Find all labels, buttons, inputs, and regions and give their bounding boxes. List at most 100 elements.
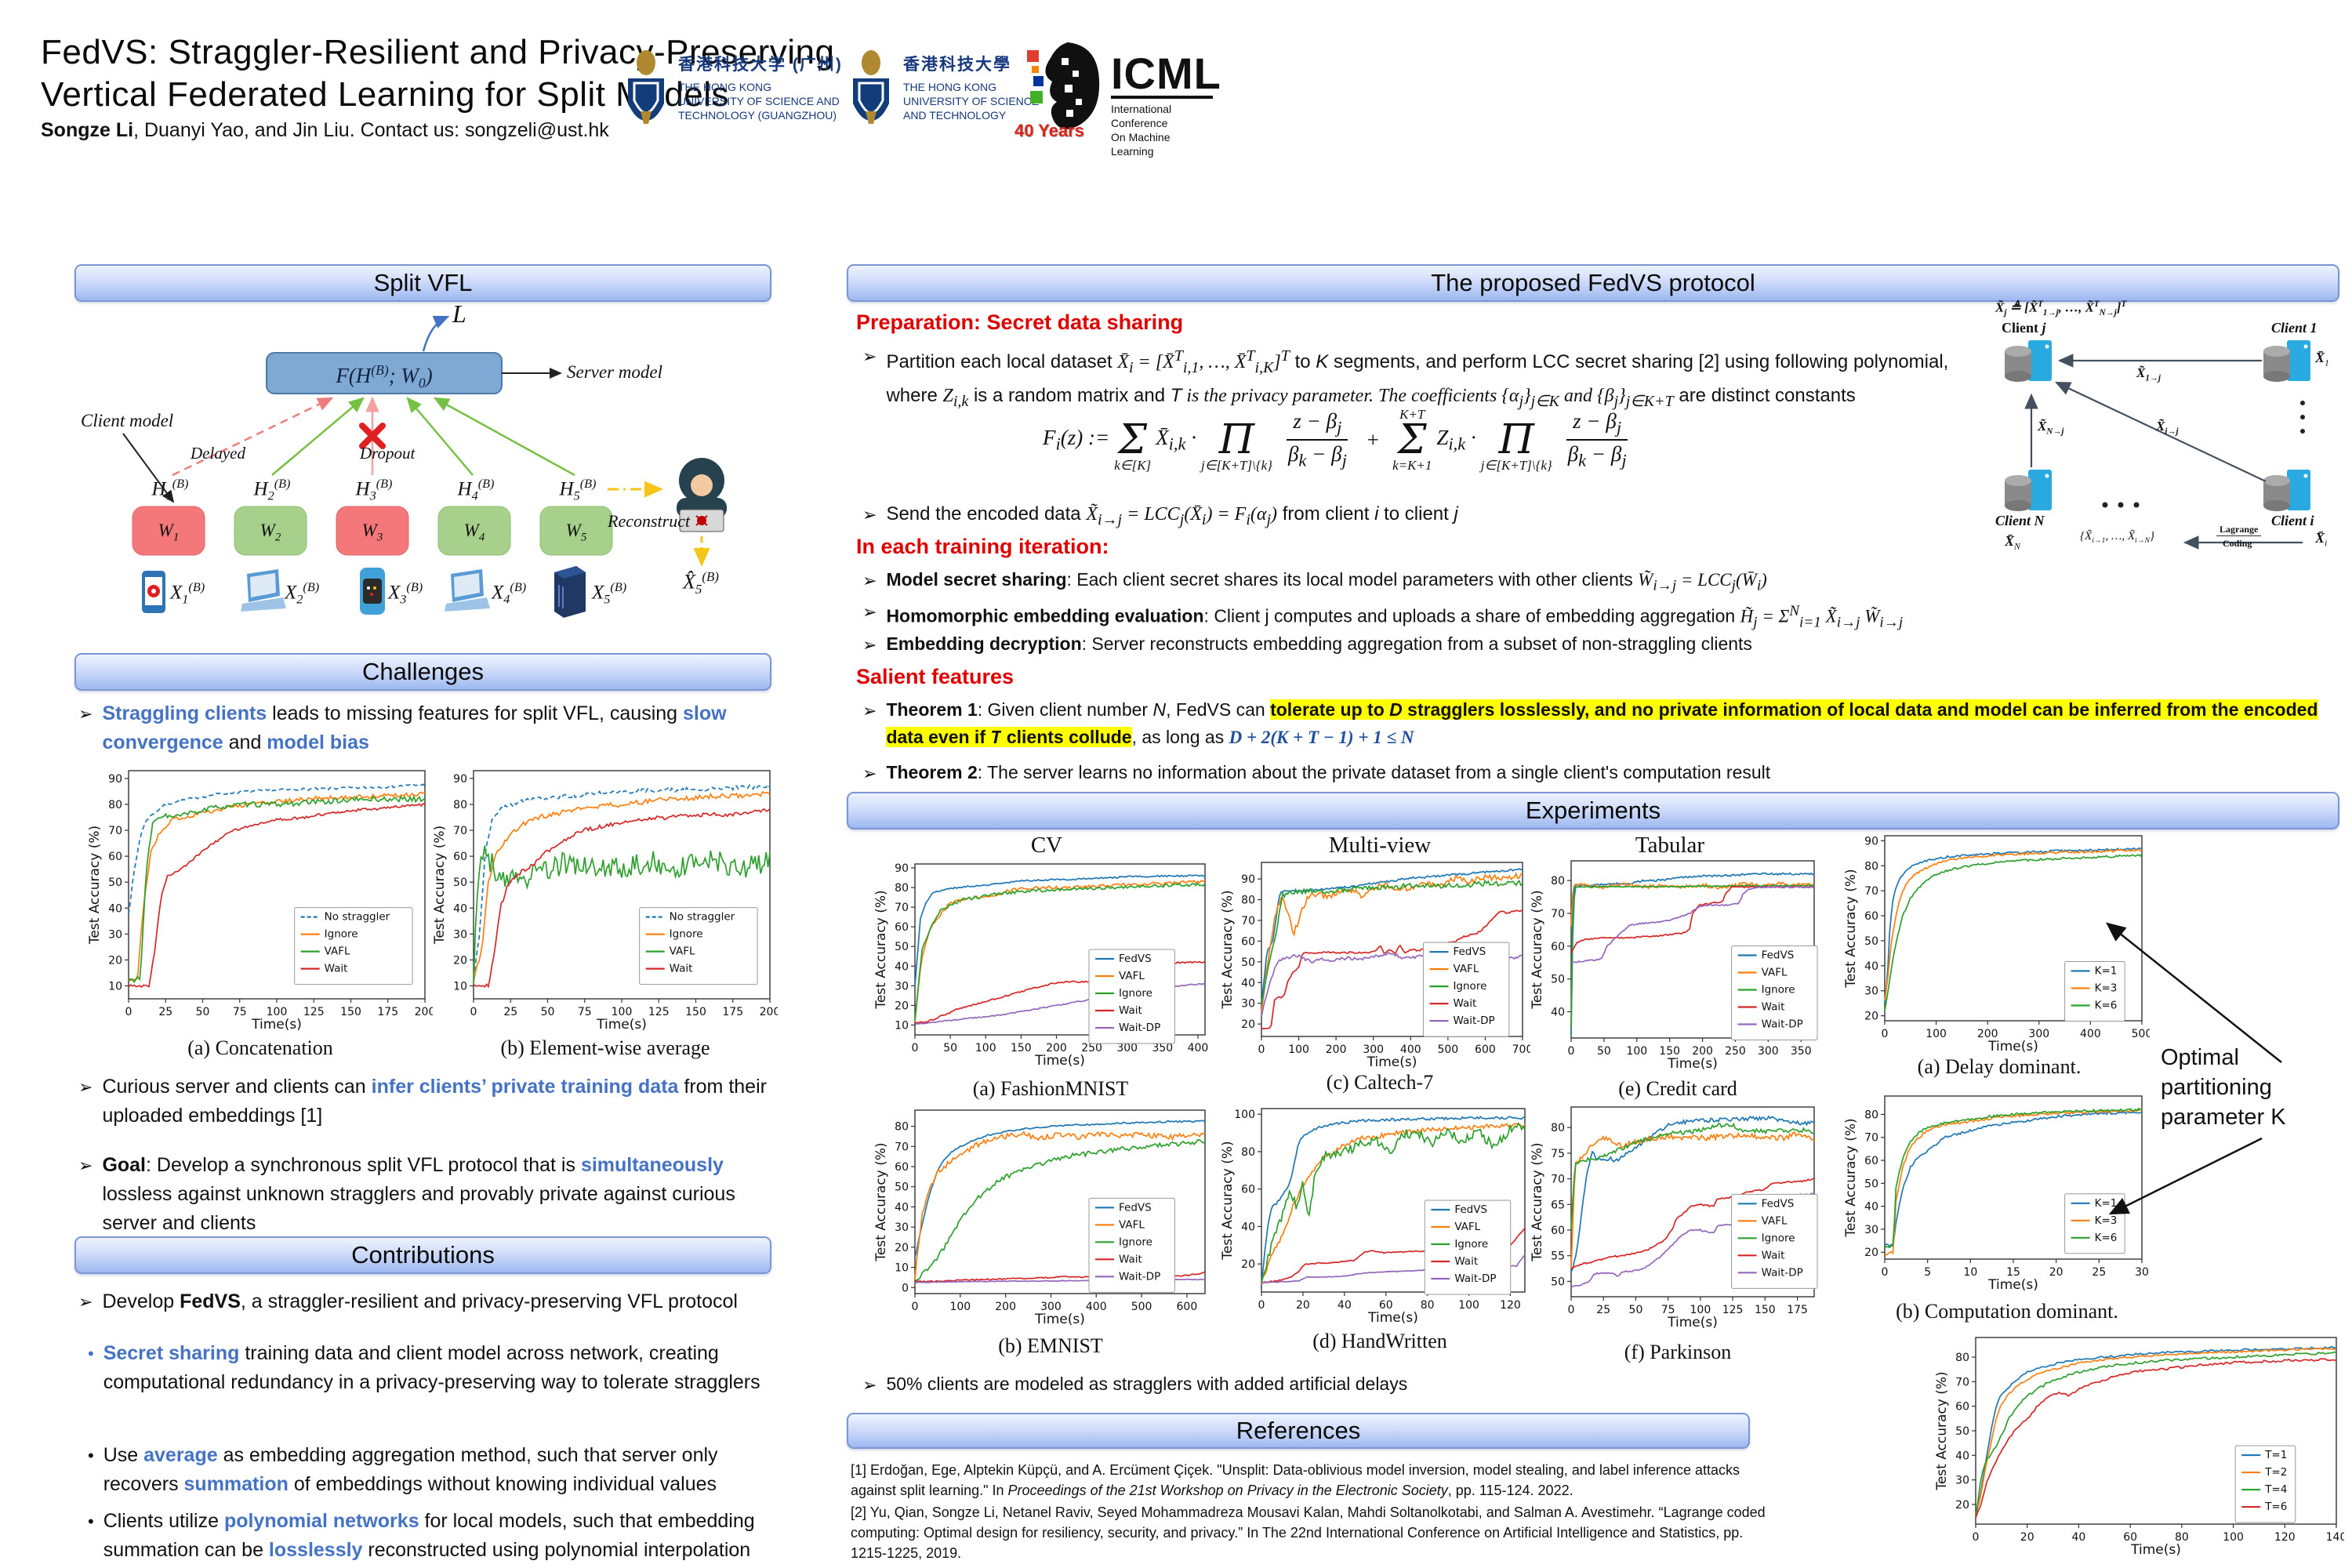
caption-concatenation: (a) Concatenation [187,1036,333,1059]
svg-text:70: 70 [1551,1174,1565,1186]
iter-bullet-decryption-text: Embedding decryption: Server reconstruct… [886,633,1752,654]
svg-text:60: 60 [1551,941,1565,953]
hkust-gz-logo: 香港科技大学 (广州) THE HONG KONG UNIVERSITY OF … [623,49,843,135]
series-T=1 [1975,1345,2337,1516]
series-FedVS [914,874,1206,986]
client-model-box-w5 [539,506,613,556]
svg-text:60: 60 [1241,1184,1255,1196]
svg-text:90: 90 [895,862,909,875]
w2-label: W2 [260,521,281,544]
contrib-bullet-polynomial-text: Clients utilize polynomial networks for … [103,1510,755,1561]
arrow-bullet-icon: ➢ [862,505,877,524]
svg-text:700: 700 [1512,1044,1530,1056]
svg-text:80: 80 [1241,895,1255,907]
arrow-bullet-icon: ➢ [78,704,93,724]
svg-text:200: 200 [415,1006,433,1018]
legend-label-K=6: K=6 [2095,999,2118,1011]
legend-label-FedVS: FedVS [1119,953,1152,965]
embedding-label-h1: H1(B) [151,477,189,503]
svg-text:140: 140 [2326,1531,2344,1544]
svg-text:60: 60 [108,851,122,863]
y-axis-label: Test Accuracy (%) [874,890,889,1009]
legend-label-Wait: Wait [1119,1004,1142,1017]
svg-text:0: 0 [1973,1531,1980,1544]
laptop-icon-2 [241,569,286,612]
legend-box [1731,945,1818,1040]
legend-label-No straggler: No straggler [670,911,735,924]
svg-text:40: 40 [1864,1201,1878,1214]
icml-brain-icon [1027,42,1100,129]
annotation-arrows [2106,922,2282,1215]
caption-handwritten: (d) HandWritten [1312,1330,1447,1352]
y-axis-label: Test Accuracy (%) [1844,1118,1859,1237]
svg-text:200: 200 [995,1301,1016,1313]
series-Ignore [1261,1122,1526,1283]
contrib-bullet-average: • Use average as embedding aggregation m… [88,1441,793,1499]
y-axis-label: Test Accuracy (%) [1221,890,1236,1009]
series-T=2 [1975,1347,2336,1517]
y-axis-label: Test Accuracy (%) [1844,869,1859,988]
client-model-label: Client model [81,411,174,430]
plot-frame [1261,862,1523,1037]
x-axis-label: Time(s) [2130,1542,2181,1558]
chart-emnist-svg: 0 100 200 300 400 500 600 0 10 20 30 40 50 60 70 80 Time… [873,1109,1206,1327]
svg-text:80: 80 [1864,860,1878,873]
svg-text:400: 400 [2080,1028,2101,1040]
svg-text:40: 40 [895,960,909,973]
svg-text:40: 40 [1338,1299,1352,1312]
iter-bullet-model-sharing-text: Model secret sharing: Each client secret… [886,569,1767,594]
svg-text:20: 20 [453,954,467,967]
legend-label-Wait-DP: Wait-DP [1762,1266,1803,1279]
svg-text:50: 50 [1551,974,1565,986]
legend-label-Wait: Wait [670,963,693,975]
svg-text:70: 70 [1955,1376,1969,1388]
section-header-contributions: Contributions [74,1236,771,1274]
icml-sub2: On Machine Learning [1111,131,1171,158]
prep-heading: Preparation: Secret data sharing [856,310,1184,334]
iter-bullet-homomorphic: ➢ Homomorphic embedding evaluation: Clie… [862,597,2195,636]
x1-label: X1(B) [170,580,205,607]
y-axis-label: Test Accuracy (%) [88,826,103,945]
client-n-label: Client N [1995,513,2045,528]
svg-text:80: 80 [895,882,909,895]
chart-handwritten-svg: 0 20 40 60 80 100 120 20 40 60 80 100 Time(s) Test Ac… [1220,1108,1526,1326]
svg-text:60: 60 [895,921,909,934]
svg-text:100: 100 [2223,1531,2244,1544]
stragglers-note-text: 50% clients are modeled as stragglers wi… [886,1374,1408,1394]
svg-text:75: 75 [233,1006,247,1018]
chart-delay-dominant: 0 100 200 300 400 500 20 30 40 50 60 70 80 90 Time(s) T… [1843,829,2152,1061]
svg-text:500: 500 [2132,1028,2150,1040]
chart-delay-svg: 0 100 200 300 400 500 20 30 40 50 60 70 80 90 Time(s) T… [1843,835,2152,1054]
legend-label-K=3: K=3 [2095,1214,2118,1227]
svg-text:50: 50 [895,941,909,953]
delayed-arrow [172,397,334,477]
icml-40years-mark: 40 Years [1014,41,1103,143]
svg-text:30: 30 [1955,1475,1969,1487]
series-T=6 [1975,1358,2337,1519]
svg-text:300: 300 [2028,1028,2049,1040]
svg-text:10: 10 [1963,1266,1977,1279]
series-Wait-DP [1570,885,1815,964]
svg-text:40: 40 [453,902,467,915]
svg-text:80: 80 [1864,1109,1878,1121]
arrow-bullet-icon: ➢ [862,571,877,590]
svg-text:50: 50 [1955,1425,1969,1438]
svg-text:0: 0 [1882,1028,1889,1040]
series-No straggler [473,783,771,979]
svg-text:70: 70 [1241,915,1255,927]
arrow-bullet-icon: ➢ [862,764,877,783]
embedding-label-h5: H5(B) [559,477,597,503]
svg-text:50: 50 [1597,1045,1611,1058]
arrow-bullet-icon: ➢ [78,1156,93,1175]
contrib-bullet-average-text: Use average as embedding aggregation met… [103,1444,718,1495]
legend-box [1731,1193,1818,1289]
arrow-bullet-icon: ➢ [862,347,877,366]
x3-label: X3(B) [388,580,423,607]
x5-label: X5(B) [592,580,627,607]
upload-arrow-2 [271,397,365,476]
plot-frame [1261,1108,1526,1293]
share-label-i-to-j: X̃i→j [2156,419,2179,437]
x-axis-label: Time(s) [1667,1315,1718,1330]
legend-label-Wait: Wait [1453,997,1476,1010]
svg-text:600: 600 [1177,1301,1198,1313]
